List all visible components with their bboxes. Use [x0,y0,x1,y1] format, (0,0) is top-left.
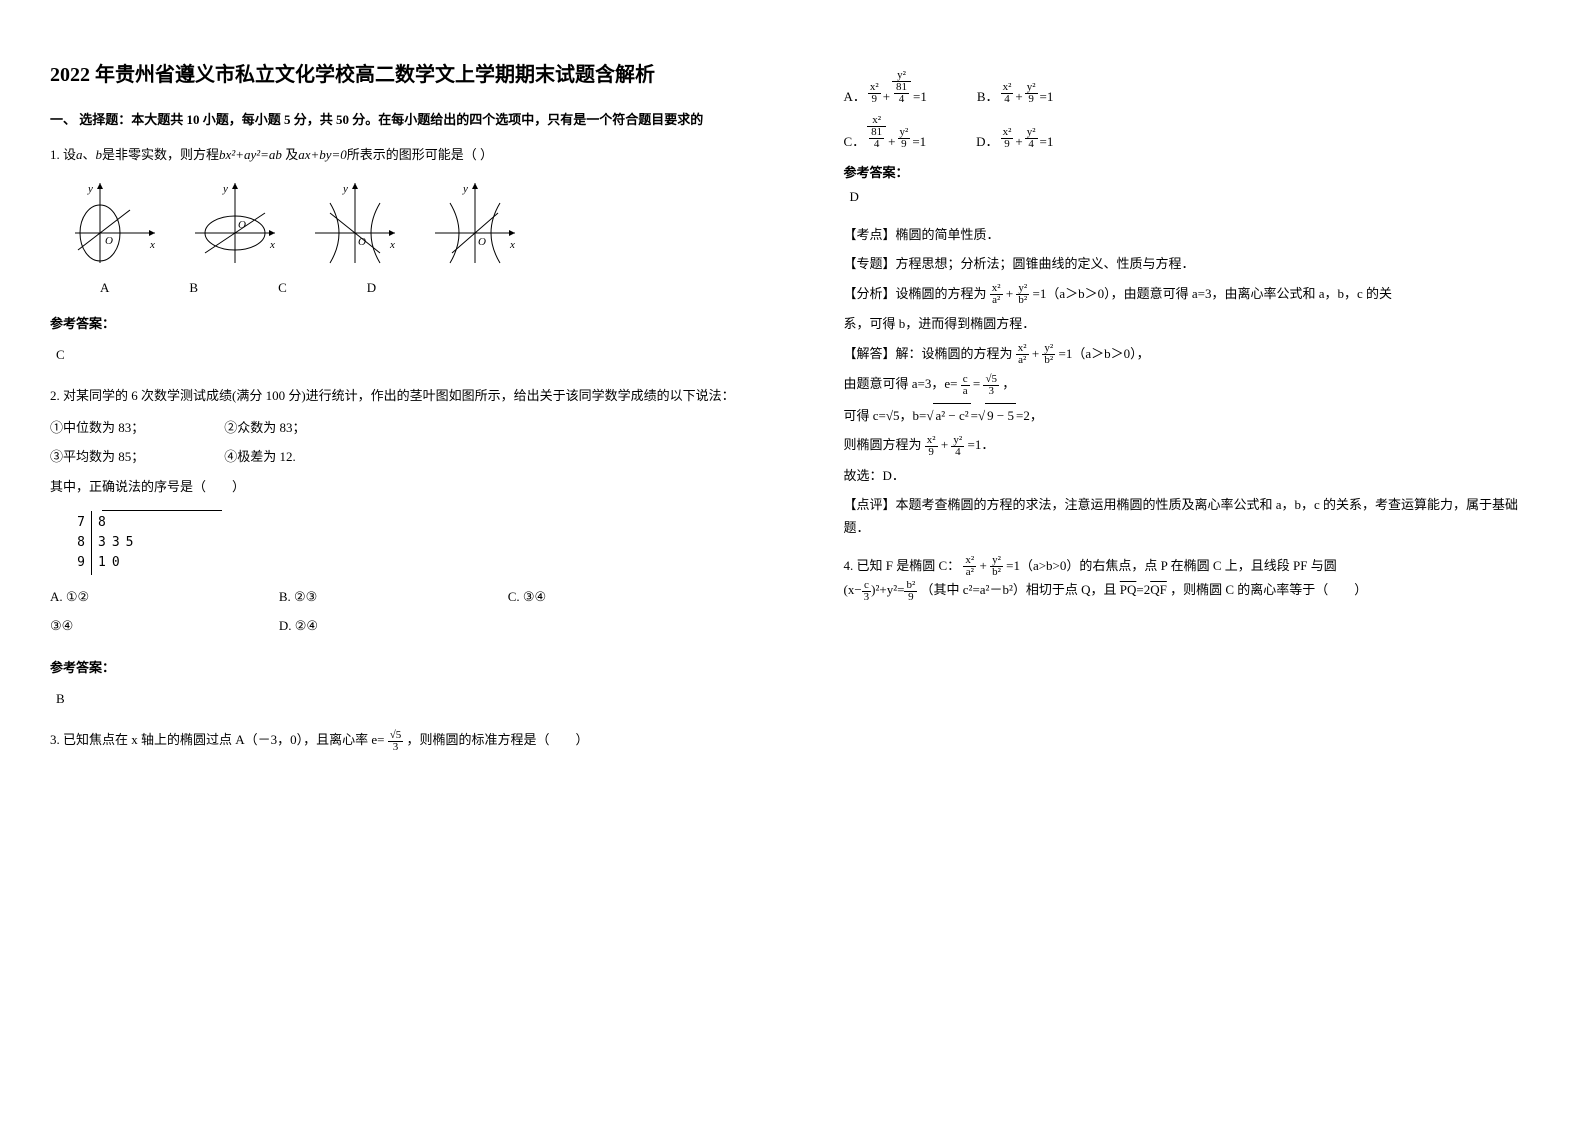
section-header: 一、 选择题：本大题共 10 小题，每小题 5 分，共 50 分。在每小题给出的… [50,110,744,131]
analysis-l4: 【解答】解：设椭圆的方程为 x²a² + y²b² =1（a＞b＞0）， [844,342,1538,367]
q2-s2b: ④极差为 12. [224,445,296,468]
fig-label-b: B [189,276,198,299]
svg-text:y: y [222,183,228,195]
opt-b-label: B． [977,86,999,105]
svg-text:x: x [149,239,155,251]
q3-options-row2: C． x² 814 + y²9 =1 D． x²9 + y²4 =1 [844,115,1538,150]
page-title: 2022 年贵州省遵义市私立文化学校高二数学文上学期期末试题含解析 [50,60,744,90]
q1-answer: C [56,343,744,366]
stem-row: 7 8 [70,513,744,533]
q2-opt-d: D. ②④ [279,614,508,637]
question-2: 2. 对某同学的 6 次数学测试成绩(满分 100 分)进行统计，作出的茎叶图如… [50,384,744,710]
q2-answer: B [56,687,744,710]
analysis-l6: 可得 c=√5，b=√a² − c²=√9 − 5=2， [844,403,1538,427]
analysis-point: 【考点】椭圆的简单性质． [844,223,1538,246]
svg-text:O: O [478,236,486,248]
fig-label-d: D [367,276,376,299]
vector-qf: QF [1150,582,1167,597]
figure-a: O x y [70,178,160,268]
q2-opt-c2: ③④ [50,614,279,637]
opt-a-label: A． [844,86,866,105]
fig-label-a: A [100,276,109,299]
q2-opt-a: A. ①② [50,585,279,608]
q3-answer: D [850,189,1538,205]
q1-answer-label: 参考答案： [50,312,744,335]
q2-s3: 其中，正确说法的序号是（ ） [50,475,744,498]
stem-row: 9 10 [70,553,744,573]
figure-c: O x y [310,178,400,268]
q2-s2a: ③平均数为 85； [50,445,144,468]
q2-s1b: ②众数为 83； [224,416,305,439]
analysis-topic: 【专题】方程思想；分析法；圆锥曲线的定义、性质与方程． [844,252,1538,275]
q2-s1a: ①中位数为 83； [50,416,144,439]
stem-row: 8 335 [70,533,744,553]
svg-text:y: y [87,183,93,195]
opt-c-label: C． [844,131,866,150]
question-1: 1. 设a、b是非零实数，则方程bx²+ay²=ab 及ax+by=0所表示的图… [50,143,744,367]
svg-text:x: x [389,239,395,251]
stem-leaf-plot: 7 8 8 335 9 10 [70,510,744,573]
svg-text:O: O [358,236,366,248]
figure-d: O x y [430,178,520,268]
svg-text:y: y [342,183,348,195]
svg-text:y: y [462,183,468,195]
analysis-l8: 故选：D． [844,464,1538,487]
q3-options-row1: A． x²9 + y² 814 =1 B． x²4 + y²9 =1 [844,70,1538,105]
svg-text:O: O [105,235,113,247]
analysis-l3: 【分析】设椭圆的方程为 x²a² + y²b² =1（a＞b＞0），由题意可得 … [844,282,1538,307]
figure-b: O x y [190,178,280,268]
analysis-l7: 则椭圆方程为 x²9 + y²4 =1． [844,433,1538,458]
svg-text:x: x [509,239,515,251]
question-3: 3. 已知焦点在 x 轴上的椭圆过点 A（－3，0），且离心率 e= √5 3 … [50,728,744,753]
q2-opt-b: B. ②③ [279,585,508,608]
svg-text:O: O [238,219,246,231]
svg-text:x: x [269,239,275,251]
q1-text: 1. 设 [50,147,76,162]
opt-d-label: D． [976,131,998,150]
vector-pq: PQ [1120,582,1137,597]
q3-answer-label: 参考答案： [844,162,1538,181]
question-4: 4. 已知 F 是椭圆 C： x²a² + y²b² =1（a>b>0）的右焦点… [844,554,1538,603]
fig-label-c: C [278,276,287,299]
analysis-l5: 由题意可得 a=3，e= ca = √53 ， [844,372,1538,397]
analysis-l9: 【点评】本题考查椭圆的方程的求法，注意运用椭圆的性质及离心率公式和 a，b，c … [844,493,1538,540]
q2-opt-c: C. ③④ [508,585,737,608]
q2-answer-label: 参考答案： [50,656,744,679]
q1-figures: O x y O x y [70,178,744,268]
